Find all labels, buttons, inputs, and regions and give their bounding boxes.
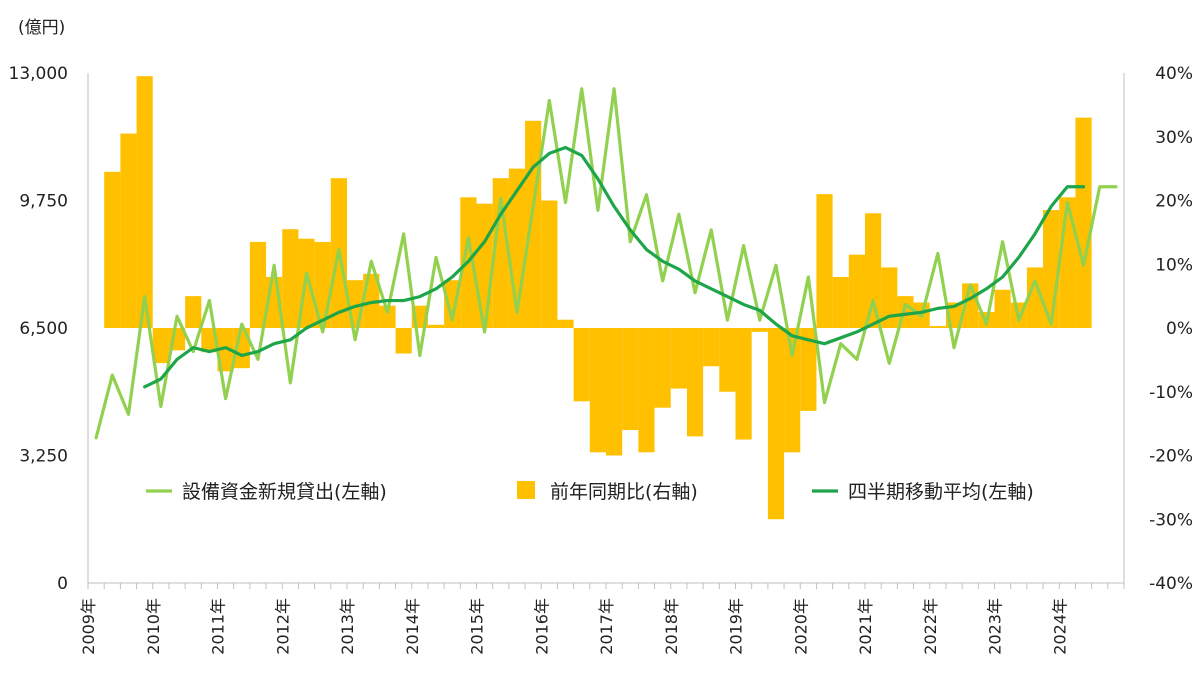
right-tick-label-6: 20% — [1155, 192, 1193, 212]
bar-36 — [670, 328, 687, 389]
legend-label-new-loans: 設備資金新規貸出(左軸) — [182, 481, 387, 503]
right-tick-label-1: -30% — [1149, 510, 1193, 530]
left-tick-label-0: 0 — [57, 574, 68, 594]
bar-8 — [217, 328, 234, 372]
bar-12 — [282, 229, 299, 328]
right-tick-label-3: -10% — [1149, 383, 1193, 403]
left-axis-ticks: 0 3,250 6,500 9,750 13,000 — [9, 64, 68, 594]
bar-10 — [249, 241, 267, 328]
right-tick-label-0: -40% — [1149, 574, 1193, 594]
bar-18 — [379, 305, 396, 328]
bar-44 — [800, 328, 817, 411]
bar-48 — [865, 213, 882, 328]
bar-19 — [395, 328, 412, 354]
bar-46 — [832, 277, 849, 328]
right-axis-ticks: -40% -30% -20% -10% 0% 10% 20% 30% 40% — [1149, 64, 1193, 594]
bar-56 — [994, 289, 1011, 328]
left-axis-unit-label: (億円) — [18, 18, 65, 38]
bar-33 — [622, 328, 639, 430]
bar-61 — [1075, 117, 1092, 329]
bar-34 — [638, 328, 655, 453]
bar-24 — [476, 203, 493, 328]
bar-4 — [152, 328, 169, 364]
x-tick-label-8: 2017年 — [597, 598, 616, 655]
left-tick-label-3: 9,750 — [19, 192, 68, 212]
bar-60 — [1059, 197, 1076, 328]
lines-group — [94, 87, 1118, 440]
bar-40 — [735, 328, 752, 440]
right-tick-label-7: 30% — [1155, 128, 1193, 148]
bar-39 — [719, 328, 736, 392]
bar-32 — [606, 328, 623, 456]
x-axis-labels: 2009年 2010年 2011年 2012年 2013年 2014年 2015年 2016年… — [79, 598, 1069, 655]
x-tick-label-5: 2014年 — [403, 598, 422, 655]
bar-49 — [881, 267, 898, 328]
bar-25 — [492, 178, 509, 328]
x-tick-label-6: 2015年 — [468, 598, 487, 655]
x-tick-label-15: 2024年 — [1050, 598, 1069, 655]
series-line-moving-average — [143, 145, 1086, 389]
bars-group — [104, 76, 1092, 520]
bar-43 — [784, 328, 801, 453]
right-tick-label-4: 0% — [1166, 319, 1193, 339]
left-tick-label-2: 6,500 — [19, 319, 68, 339]
bar-31 — [589, 328, 606, 453]
x-tick-label-7: 2016年 — [532, 598, 551, 655]
bar-2 — [120, 133, 137, 328]
left-tick-label-1: 3,250 — [19, 447, 68, 467]
bar-1 — [104, 171, 121, 328]
bar-52 — [929, 326, 946, 328]
bar-58 — [1026, 267, 1044, 328]
x-tick-label-1: 2010年 — [144, 598, 163, 655]
legend: 設備資金新規貸出(左軸) 前年同期比(右軸) 四半期移動平均(左軸) — [146, 481, 1034, 503]
bar-6 — [185, 296, 202, 329]
x-tick-label-14: 2023年 — [986, 598, 1005, 655]
legend-label-moving-average: 四半期移動平均(左軸) — [848, 481, 1034, 503]
right-tick-label-8: 40% — [1155, 64, 1193, 84]
series-line-new-loans — [94, 87, 1118, 440]
x-tick-label-10: 2019年 — [727, 598, 746, 655]
bar-45 — [816, 194, 833, 329]
legend-label-yoy: 前年同期比(右軸) — [550, 481, 698, 503]
axes-group — [87, 73, 1125, 589]
left-tick-label-4: 13,000 — [9, 64, 68, 84]
x-tick-label-11: 2020年 — [791, 598, 810, 655]
bar-28 — [541, 200, 558, 328]
x-tick-label-13: 2022年 — [921, 598, 940, 655]
right-tick-label-2: -20% — [1149, 447, 1193, 467]
bar-37 — [686, 328, 704, 437]
bar-35 — [654, 328, 671, 408]
bar-41 — [751, 328, 768, 332]
bar-47 — [848, 254, 865, 328]
x-tick-label-3: 2012年 — [273, 598, 292, 655]
right-tick-label-5: 10% — [1155, 255, 1193, 275]
x-tick-label-9: 2018年 — [662, 598, 681, 655]
x-tick-label-12: 2021年 — [856, 598, 875, 655]
bar-38 — [703, 328, 720, 367]
bar-21 — [427, 324, 445, 328]
x-tick-label-4: 2013年 — [338, 598, 357, 655]
x-tick-label-2: 2011年 — [209, 598, 228, 655]
bar-27 — [525, 120, 542, 328]
bar-3 — [136, 76, 153, 328]
bar-42 — [767, 328, 785, 520]
legend-swatch-yoy — [517, 481, 535, 499]
bar-29 — [557, 319, 574, 328]
x-tick-label-0: 2009年 — [79, 598, 98, 655]
bar-30 — [573, 328, 590, 402]
